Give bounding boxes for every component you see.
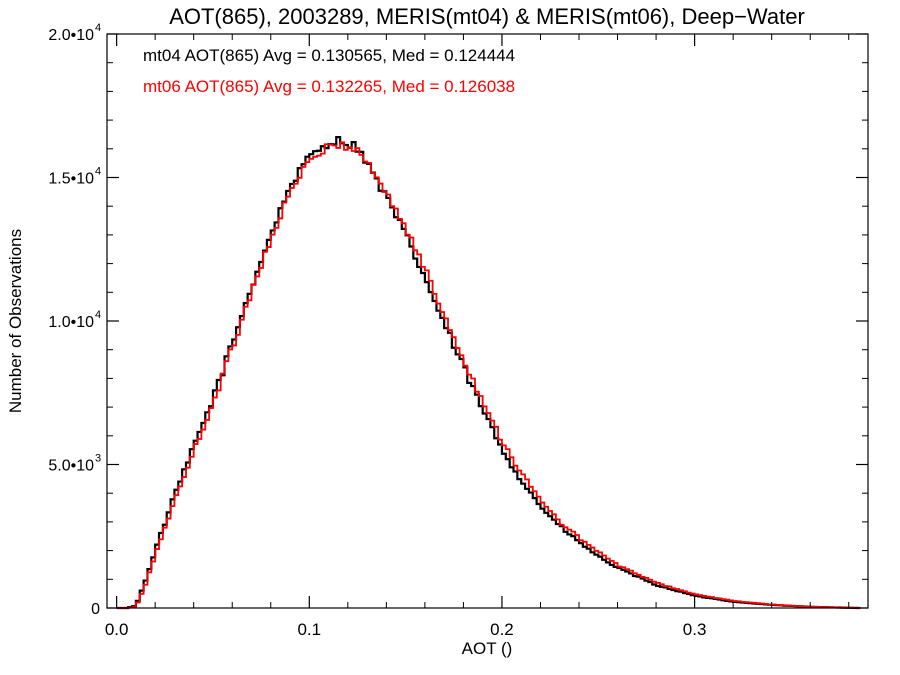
- y-tick-label: 2.0•10: [48, 27, 94, 44]
- y-axis: 05.0•10 31.0•10 41.5•10 42.0•10 4: [48, 22, 868, 618]
- y-tick-exponent: 4: [95, 309, 101, 321]
- legend-entry-mt06: mt06 AOT(865) Avg = 0.132265, Med = 0.12…: [143, 77, 515, 96]
- y-tick-label: 0: [91, 601, 100, 618]
- y-tick-label: 5.0•10: [48, 458, 94, 475]
- x-axis-label: AOT (): [462, 639, 513, 658]
- x-tick-label: 0.0: [105, 620, 129, 639]
- legend: mt04 AOT(865) Avg = 0.130565, Med = 0.12…: [143, 46, 515, 96]
- x-tick-label: 0.2: [490, 620, 514, 639]
- legend-entry-mt04: mt04 AOT(865) Avg = 0.130565, Med = 0.12…: [143, 46, 515, 65]
- plot-frame: [106, 33, 869, 609]
- series-line-mt06: [116, 141, 861, 609]
- y-axis-label: Number of Observations: [6, 229, 25, 413]
- x-axis: 0.0 0.1 0.2 0.3: [105, 34, 850, 639]
- y-tick-label: 1.5•10: [48, 171, 94, 188]
- x-tick-label: 0.3: [683, 620, 707, 639]
- chart-title: AOT(865), 2003289, MERIS(mt04) & MERIS(m…: [169, 4, 805, 29]
- series-layer: [116, 136, 861, 610]
- y-tick-exponent: 4: [95, 22, 101, 34]
- y-tick-exponent: 4: [95, 166, 101, 178]
- y-tick-label: 1.0•10: [48, 314, 94, 331]
- series-line-mt04: [116, 136, 861, 610]
- x-tick-label: 0.1: [297, 620, 321, 639]
- y-tick-exponent: 3: [95, 453, 101, 465]
